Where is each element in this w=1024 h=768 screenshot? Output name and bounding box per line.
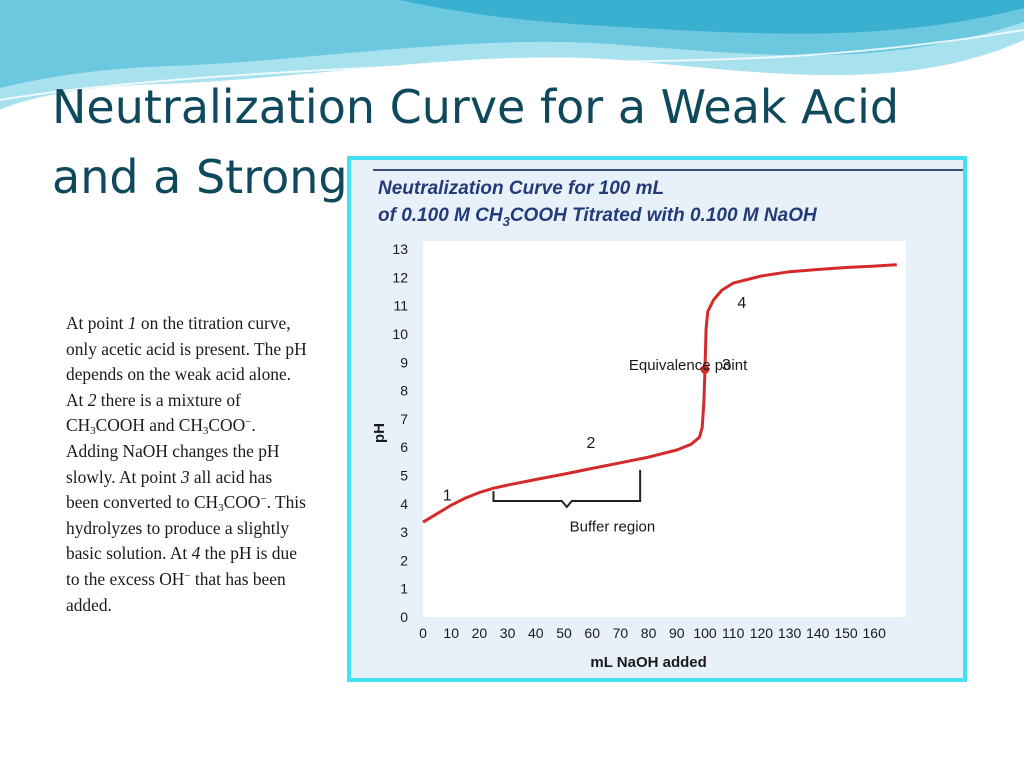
titration-curve: [422, 263, 897, 524]
slide-title: Neutralization Curve for a Weak Acid and…: [52, 72, 952, 212]
x-tick-label: 120: [750, 625, 774, 641]
explanation-text-segment: 4: [191, 543, 201, 564]
point-label: 4: [737, 295, 746, 312]
explanation-text-segment: −: [184, 569, 191, 582]
y-tick-label: 9: [400, 354, 408, 370]
plot-area: [423, 241, 906, 617]
x-tick-label: 60: [584, 625, 600, 641]
y-tick-label: 13: [392, 241, 408, 257]
y-tick-label: 7: [400, 411, 408, 427]
slide-title-line-1: Neutralization Curve for a Weak Acid: [52, 80, 900, 134]
y-tick-label: 12: [392, 269, 408, 285]
y-tick-label: 3: [400, 524, 408, 540]
explanation-text-segment: At: [66, 389, 88, 410]
chart-title-line-1: Neutralization Curve for 100 mL: [378, 178, 664, 199]
explanation-text-segment: COO: [208, 415, 246, 436]
buffer-region-bracket: [492, 469, 642, 509]
x-tick-label: 70: [613, 625, 629, 641]
explanation-text-segment: the pH is due to the excess OH: [66, 543, 297, 589]
slide-title-line-2: and a Strong B: [52, 150, 394, 204]
chart-title-line-2: of 0.100 M CH3COOH Titrated with 0.100 M…: [378, 205, 818, 229]
x-axis-label: mL NaOH added: [590, 654, 706, 671]
y-tick-label: 1: [400, 581, 408, 597]
x-tick-label: 80: [641, 625, 657, 641]
x-tick-label: 10: [443, 625, 459, 641]
y-tick-label: 5: [400, 468, 408, 484]
x-tick-label: 130: [778, 625, 802, 641]
explanation-text-segment: COOH and CH: [95, 415, 203, 436]
x-tick-label: 150: [834, 625, 858, 641]
explanation-text-segment: 2: [87, 389, 97, 410]
explanation-text-segment: COO: [223, 492, 261, 513]
explanation-text-segment: all acid has been converted to CH: [66, 466, 273, 513]
explanation-text-segment: −: [245, 416, 252, 429]
x-tick-label: 40: [528, 625, 544, 641]
y-tick-label: 11: [393, 298, 408, 314]
equivalence-point-marker: [700, 364, 710, 374]
x-tick-label: 30: [500, 625, 516, 641]
explanation-text-segment: 3: [202, 425, 209, 438]
point-label: 3: [722, 357, 731, 374]
annotation-label: Buffer region: [570, 518, 656, 535]
x-tick-label: 90: [669, 625, 685, 641]
y-tick-label: 0: [400, 609, 408, 625]
x-tick-label: 140: [806, 625, 830, 641]
x-tick-label: 50: [556, 625, 572, 641]
point-label: 2: [587, 435, 596, 452]
explanation-text: At point 1 on the titration curve, only …: [60, 305, 308, 667]
explanation-text-segment: there is a mixture of CH: [66, 389, 241, 436]
x-tick-label: 20: [472, 625, 488, 641]
x-tick-label: 160: [863, 625, 887, 641]
titration-chart: Neutralization Curve for 100 mL of 0.100…: [351, 160, 963, 678]
header-wave-decoration: [0, 0, 1024, 110]
titration-chart-panel: Neutralization Curve for 100 mL of 0.100…: [347, 156, 967, 682]
explanation-text-segment: 1: [127, 313, 137, 333]
explanation-text-segment: 3: [90, 425, 96, 438]
y-tick-label: 8: [400, 383, 408, 399]
y-tick-label: 2: [400, 552, 408, 568]
explanation-text-segment: −: [260, 493, 267, 506]
annotation-label: Equivalence point: [629, 357, 748, 374]
x-tick-label: 110: [722, 625, 745, 641]
explanation-text-segment: At point: [66, 313, 128, 333]
x-tick-label: 0: [419, 625, 427, 641]
explanation-text-segment: on the titration curve, only acetic acid…: [66, 313, 307, 385]
y-tick-label: 4: [400, 496, 408, 512]
explanation-text-segment: 3: [180, 466, 190, 487]
explanation-text-segment: . This hydrolyzes to produce a slightly …: [66, 492, 306, 564]
y-tick-label: 6: [400, 439, 408, 455]
explanation-text-segment: . Adding NaOH changes the pH slowly. At …: [66, 415, 280, 487]
y-tick-label: 10: [392, 326, 408, 342]
x-tick-label: 100: [693, 625, 717, 641]
point-label: 1: [443, 487, 452, 504]
explanation-text-segment: that has been added.: [66, 568, 286, 615]
y-axis-label: pH: [371, 423, 388, 443]
explanation-text-segment: 3: [218, 502, 224, 515]
